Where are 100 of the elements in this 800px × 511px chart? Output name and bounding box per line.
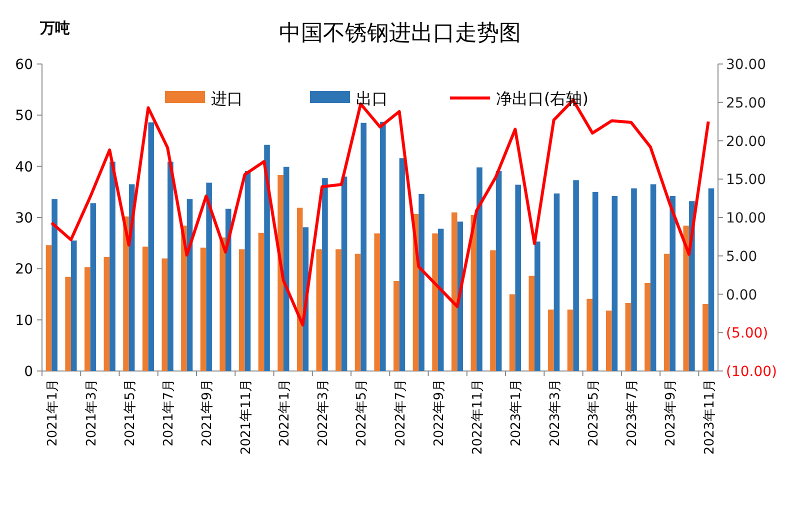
bar: [354, 254, 361, 371]
legend-label: 出口: [356, 89, 388, 108]
bar: [548, 310, 554, 371]
x-tick-label: 2023年3月: [548, 379, 563, 446]
bar: [110, 162, 116, 371]
bar: [225, 208, 232, 371]
bar: [573, 180, 579, 371]
y-tick-label: 10: [15, 312, 33, 329]
bar: [104, 256, 110, 371]
bar: [239, 249, 245, 371]
bar: [432, 233, 438, 371]
x-tick-label: 2021年5月: [122, 379, 138, 446]
bar: [168, 162, 174, 371]
bar: [451, 212, 458, 371]
bar: [625, 302, 632, 371]
y-tick-label: 50: [15, 108, 33, 124]
bar: [162, 258, 168, 371]
bar: [394, 280, 400, 371]
bar: [702, 304, 708, 371]
y2-tick-label: 5.00: [726, 248, 758, 265]
bar: [316, 249, 322, 371]
bar: [206, 182, 212, 371]
bar: [606, 310, 612, 371]
bar: [644, 282, 650, 371]
bar: [70, 240, 77, 371]
bar: [567, 310, 574, 371]
y2-tick-label: 20.00: [726, 134, 766, 150]
x-tick-label: 2022年5月: [354, 379, 370, 446]
bar: [123, 216, 129, 371]
bar: [84, 267, 90, 371]
bar: [322, 178, 328, 371]
bar: [296, 208, 303, 371]
bar: [148, 122, 154, 371]
bar: [664, 254, 670, 371]
y2-tick-label: 10.00: [726, 210, 766, 226]
legend-label: 进口: [211, 89, 243, 108]
bar: [631, 188, 637, 371]
x-tick-label: 2022年9月: [432, 379, 447, 446]
bar: [509, 294, 516, 371]
bar: [200, 248, 206, 371]
bar: [670, 196, 676, 371]
bar: [496, 170, 502, 371]
x-tick-label: 2022年11月: [470, 379, 486, 455]
bar: [476, 167, 482, 371]
bar: [586, 298, 592, 371]
legend-label: 净出口(右轴): [496, 89, 588, 108]
bar: [244, 170, 251, 371]
bar: [65, 276, 71, 371]
bar: [515, 184, 521, 371]
bar: [612, 196, 618, 371]
y-tick-label: 0: [24, 364, 33, 380]
bar: [380, 122, 386, 371]
x-tick-label: 2021年9月: [200, 379, 216, 446]
bar: [592, 192, 598, 371]
y-tick-label: 60: [15, 57, 33, 73]
bar: [278, 175, 284, 371]
bar: [399, 158, 406, 371]
bar: [490, 250, 496, 371]
x-tick-label: 2021年1月: [46, 379, 61, 446]
x-tick-label: 2023年7月: [625, 379, 640, 446]
bar: [336, 249, 342, 371]
bar: [264, 144, 270, 371]
y2-tick-label: 15.00: [726, 172, 766, 188]
y2-tick-label: 0.00: [726, 287, 758, 304]
y2-tick-label: (10.00): [726, 364, 778, 380]
bar: [708, 188, 714, 371]
bar: [554, 193, 560, 371]
x-tick-label: 2023年9月: [664, 379, 679, 446]
bar: [650, 184, 656, 371]
y2-tick-label: 25.00: [726, 95, 766, 112]
bar: [283, 166, 290, 371]
x-tick-label: 2021年11月: [238, 379, 254, 455]
y-tick-label: 40: [15, 159, 33, 176]
bar: [220, 237, 226, 371]
bar: [528, 276, 535, 371]
bar: [186, 199, 193, 371]
y-axis-title: 万吨: [39, 19, 70, 37]
chart-title: 中国不锈钢进出口走势图: [279, 21, 521, 46]
x-tick-label: 2021年3月: [84, 379, 100, 446]
x-tick-label: 2021年7月: [162, 379, 177, 446]
bar: [534, 242, 540, 371]
bar: [341, 176, 348, 371]
x-tick-label: 2022年7月: [393, 379, 408, 446]
bar: [46, 245, 52, 371]
x-tick-label: 2023年1月: [509, 379, 524, 446]
bar: [418, 194, 424, 371]
x-tick-label: 2022年3月: [316, 379, 332, 446]
bar: [374, 233, 380, 371]
bar: [683, 226, 690, 371]
x-tick-label: 2023年11月: [702, 379, 718, 455]
bar: [438, 228, 444, 371]
bar: [90, 203, 96, 371]
y-tick-label: 20: [15, 262, 33, 278]
bar: [181, 226, 187, 371]
x-tick-label: 2022年1月: [277, 379, 292, 446]
y2-tick-label: (5.00): [726, 326, 768, 342]
bar: [360, 122, 366, 371]
y2-tick-label: 30.00: [726, 57, 766, 73]
bar: [52, 199, 58, 371]
bar: [258, 232, 264, 371]
